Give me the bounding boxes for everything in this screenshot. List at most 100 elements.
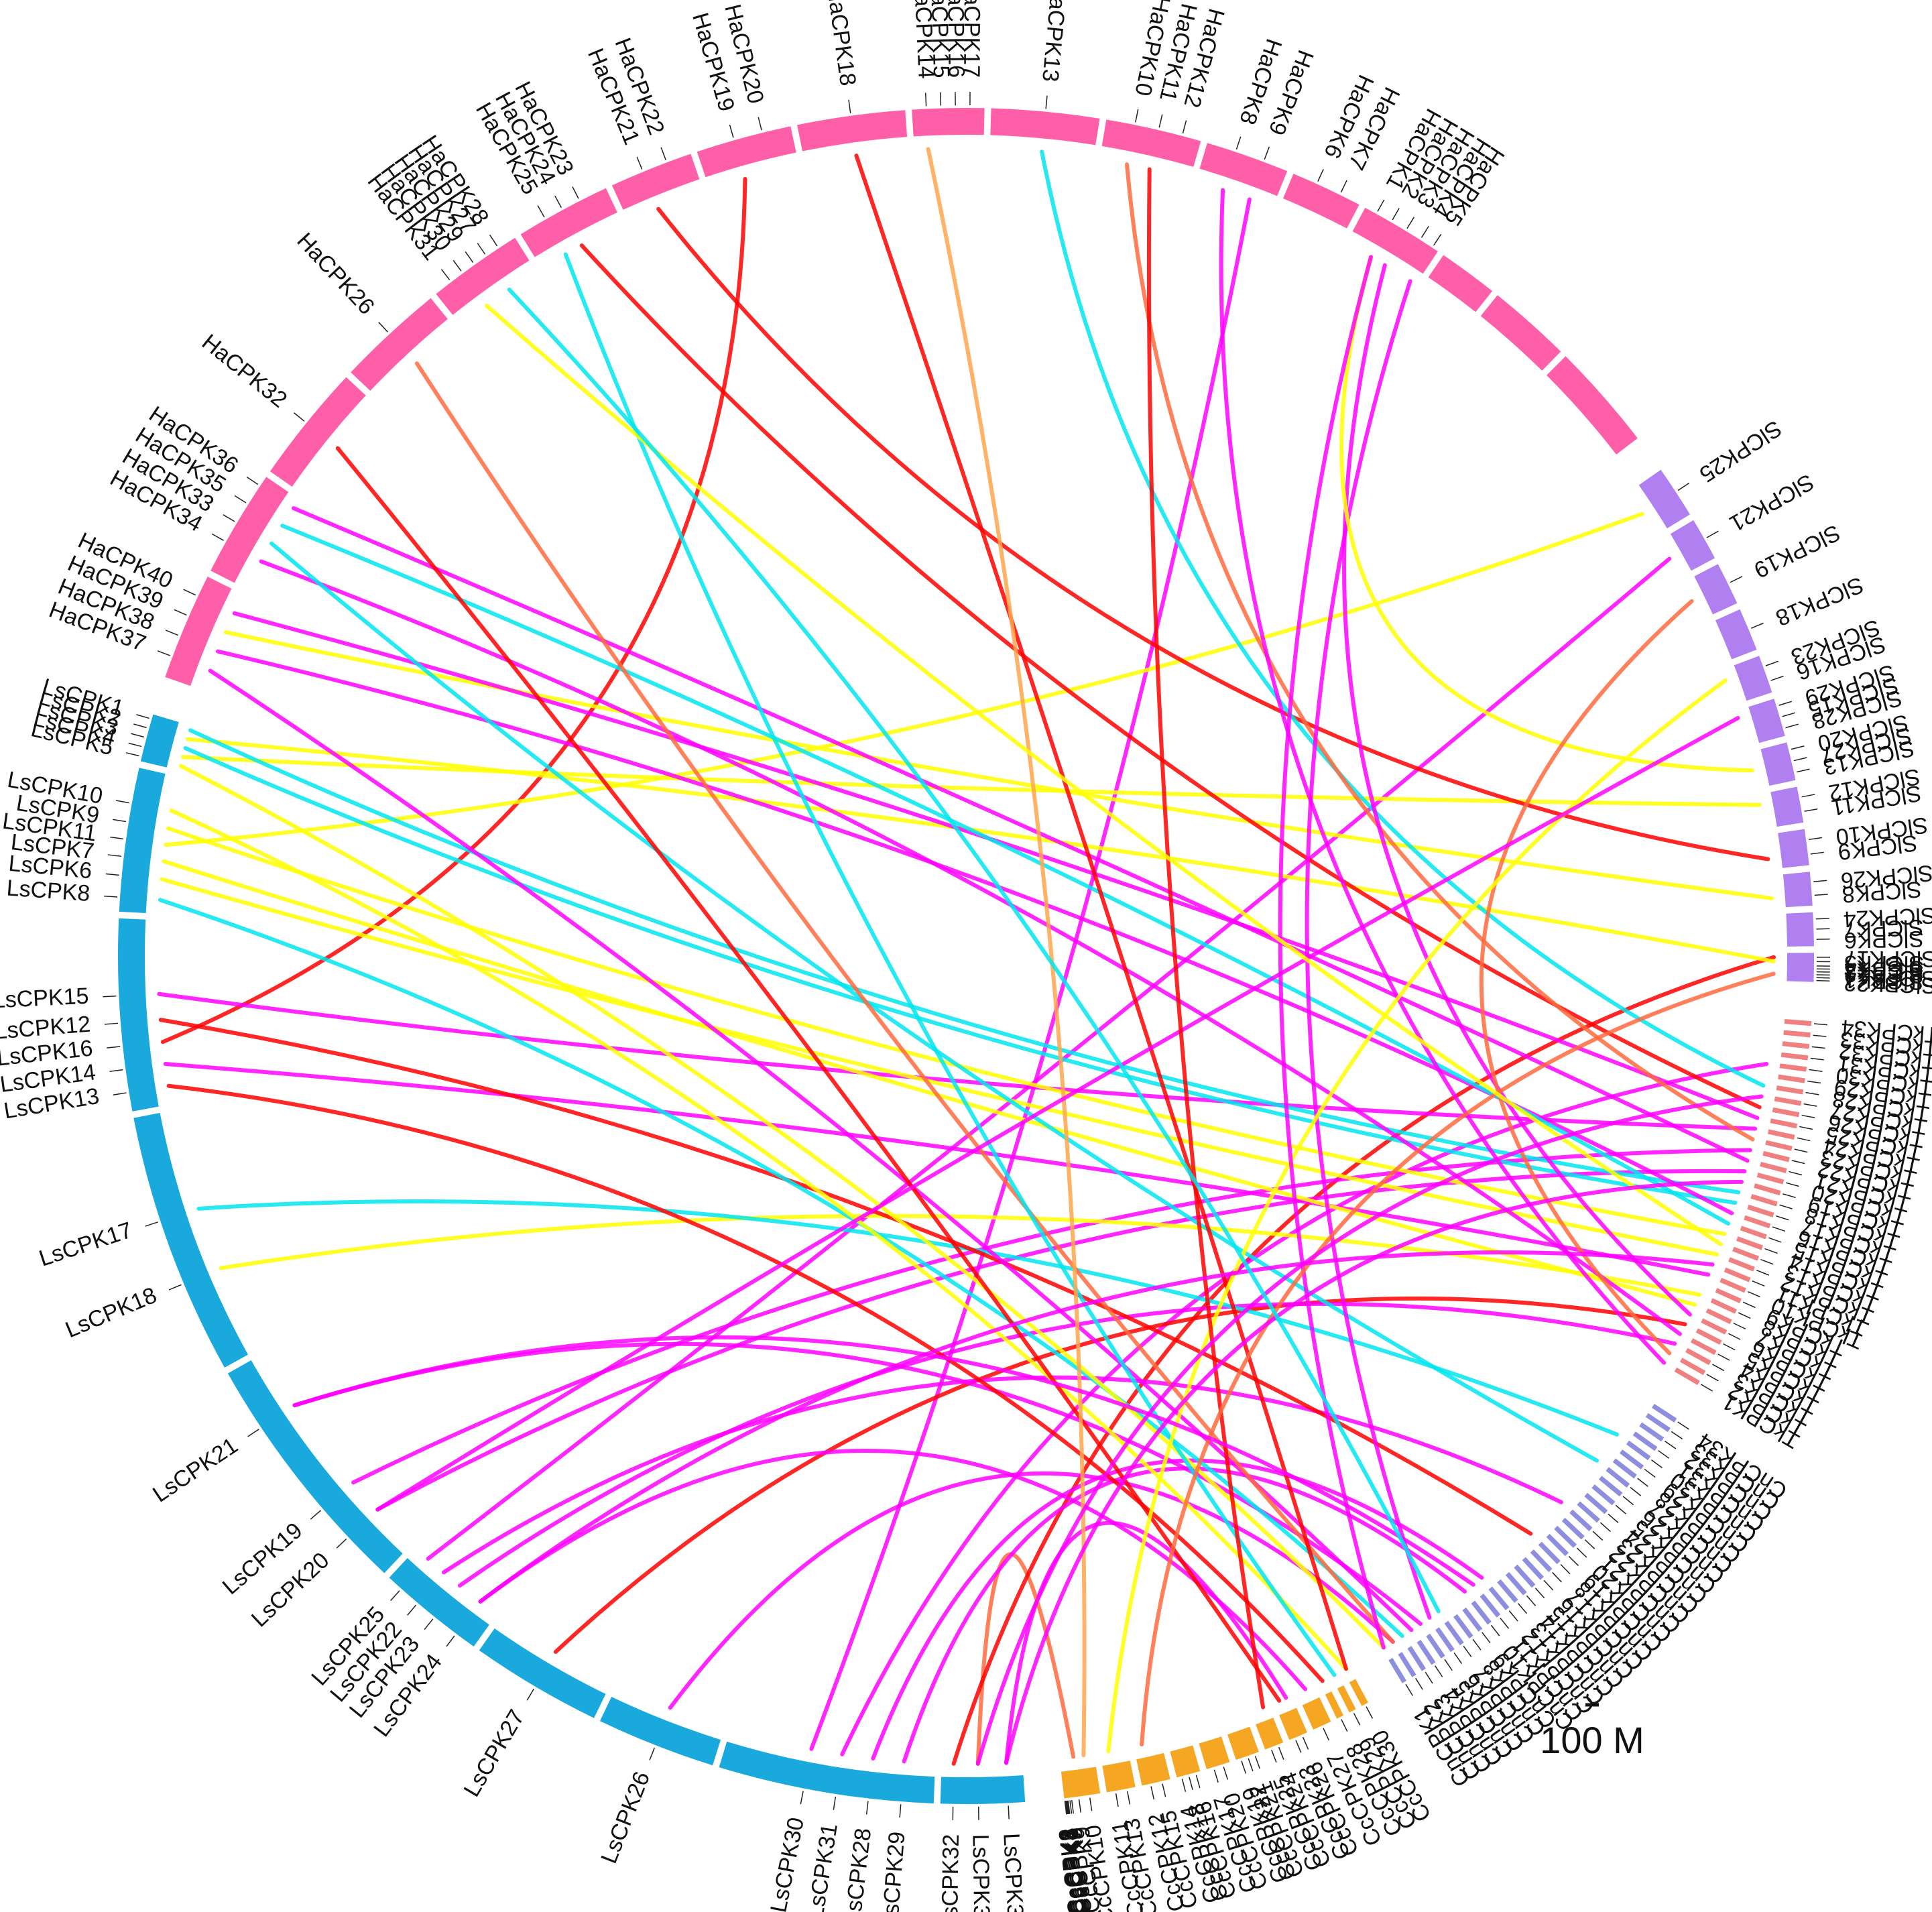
gene-tick (1772, 1226, 1786, 1232)
gene-tick (1195, 1775, 1201, 1789)
gene-tick (125, 752, 139, 757)
chromosome-sl-2 (1670, 520, 1715, 571)
gene-tick (157, 650, 171, 656)
synteny-link (478, 1250, 1715, 1604)
gene-tick (1248, 1758, 1254, 1772)
gene-tick (1809, 1069, 1823, 1072)
gene-label: LsCPK31 (802, 1821, 843, 1912)
gene-tick (115, 800, 129, 804)
gene-tick (1366, 1706, 1374, 1719)
gene-label: SlCPK21 (1725, 469, 1818, 536)
gene-tick (1323, 1728, 1330, 1741)
chromosome-cn-30 (1426, 1633, 1445, 1659)
chromosome-tk-21 (1736, 1236, 1764, 1250)
gene-label: SlCPK3 (1844, 958, 1925, 985)
gene-tick (109, 1069, 123, 1072)
gene-tick (1271, 1750, 1277, 1763)
chromosome-tk-20 (1740, 1226, 1767, 1240)
chromosome-cn-21 (1505, 1571, 1527, 1596)
chromosome-cn-27 (1453, 1614, 1473, 1639)
chromosome-cc-3 (1325, 1691, 1344, 1719)
gene-tick (1264, 146, 1270, 160)
chromosome-tk-14 (1760, 1162, 1787, 1174)
gene-tick (1162, 1783, 1166, 1797)
chromosome-ha-15 (1352, 207, 1438, 274)
synteny-link (1342, 263, 1692, 1317)
chromosome-tk-33 (1679, 1358, 1706, 1376)
gene-label: SlCPK1 (1844, 967, 1924, 994)
chromosome-tk-7 (1776, 1085, 1804, 1095)
chromosome-ha-5 (436, 237, 530, 315)
chromosome-cn-19 (1522, 1557, 1545, 1580)
chromosome-ls-10 (140, 714, 179, 768)
synteny-link (169, 809, 1348, 1671)
chromosome-ls-7 (133, 1113, 248, 1368)
gene-tick (1742, 1301, 1756, 1309)
synteny-link (975, 1094, 1764, 1766)
gene-tick (1752, 1280, 1765, 1287)
gene-tick (1126, 1791, 1131, 1805)
gene-tick (1756, 1270, 1770, 1276)
scale-bar: 100 M (1540, 1703, 1644, 1761)
gene-tick (1814, 894, 1828, 896)
gene-tick (1808, 837, 1822, 840)
gene-tick (1189, 1777, 1193, 1791)
gene-tick (477, 243, 486, 255)
gene-tick (1543, 1579, 1554, 1591)
gene-tick (1765, 660, 1778, 666)
gene-label: LsCPK34 (998, 1832, 1028, 1912)
gene-tick (1278, 1746, 1284, 1760)
synteny-link (375, 1169, 1747, 1512)
gene-tick (136, 714, 149, 719)
chromosome-cn-26 (1462, 1607, 1483, 1632)
chromosome-tk-23 (1728, 1257, 1755, 1272)
chromosome-tk-32 (1685, 1348, 1711, 1366)
gene-tick (537, 205, 545, 218)
synteny-link (485, 303, 1723, 1246)
chromosome-tk-31 (1690, 1338, 1717, 1356)
gene-tick (174, 609, 187, 616)
synteny-link (1219, 188, 1667, 1365)
chromosome-ls-1 (940, 1775, 1026, 1804)
chromosome-tk-8 (1774, 1096, 1802, 1106)
chromosome-tk-12 (1765, 1140, 1793, 1151)
gene-tick (1630, 1487, 1642, 1496)
gene-tick (1730, 576, 1743, 583)
gene-tick (1406, 217, 1414, 229)
gene-tick (1811, 1046, 1825, 1049)
synteny-link (1140, 971, 1776, 1747)
gene-tick (1071, 1800, 1074, 1814)
chromosome-cn-9 (1598, 1476, 1623, 1497)
gene-tick (1801, 794, 1815, 798)
gene-tick (1797, 1137, 1811, 1142)
chromosome-ha-4 (351, 298, 448, 391)
chromosome-sl-8 (1770, 786, 1804, 827)
gene-tick (1392, 208, 1400, 221)
gene-tick (113, 819, 127, 823)
gene-tick (424, 1618, 434, 1630)
gene-tick (1785, 1182, 1799, 1187)
gene-tick (1637, 1478, 1648, 1487)
synteny-link (335, 446, 1282, 1703)
gene-tick (1728, 1333, 1741, 1340)
gene-tick (1340, 180, 1347, 193)
chromosome-tk-4 (1780, 1052, 1809, 1061)
gene-tick (1750, 622, 1764, 629)
chromosome-tk-26 (1715, 1288, 1742, 1304)
synteny-link (224, 630, 1774, 900)
gene-tick (1807, 1080, 1821, 1084)
gene-tick (107, 1046, 121, 1049)
chromosome-cn-16 (1546, 1533, 1569, 1557)
chromosome-ls-9 (119, 768, 166, 914)
chromosome-cn-29 (1435, 1627, 1455, 1653)
synteny-link (1305, 279, 1432, 1620)
chromosome-cn-15 (1554, 1525, 1577, 1548)
gene-tick (165, 630, 178, 636)
gene-tick (1723, 1343, 1736, 1351)
gene-tick (107, 854, 121, 857)
chromosome-cn-4 (1632, 1431, 1658, 1451)
gene-label: HaCPK15 (926, 0, 954, 78)
gene-tick (1815, 918, 1829, 920)
gene-tick (1584, 1539, 1595, 1549)
gene-label: SlCPK19 (1750, 520, 1844, 583)
